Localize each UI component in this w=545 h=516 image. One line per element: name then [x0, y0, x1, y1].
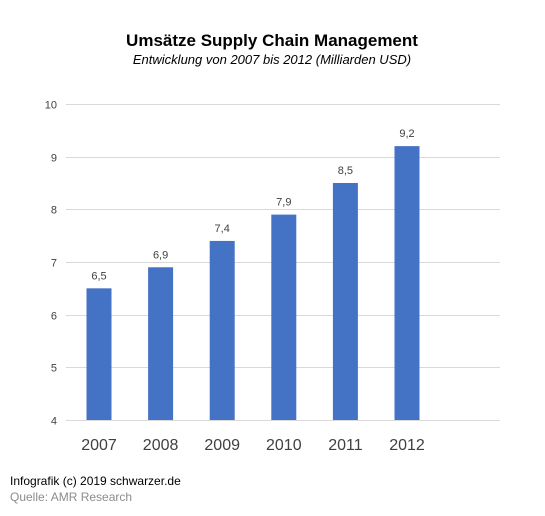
y-tick-label: 10 [45, 100, 57, 112]
y-tick-label: 7 [51, 258, 57, 270]
x-tick-label: 2011 [328, 437, 363, 454]
x-tick-label: 2008 [143, 437, 179, 454]
data-label: 7,9 [276, 197, 291, 209]
data-label: 7,4 [215, 223, 230, 235]
data-label: 6,9 [153, 249, 168, 261]
data-label: 8,5 [338, 165, 353, 177]
y-tick-label: 5 [51, 363, 57, 375]
chart-subtitle: Entwicklung von 2007 bis 2012 (Milliarde… [133, 52, 411, 67]
footer-source: Quelle: AMR Research [10, 490, 133, 504]
data-label: 6,5 [91, 270, 106, 282]
x-tick-label: 2007 [81, 437, 117, 454]
data-label: 9,2 [399, 128, 414, 140]
y-tick-label: 6 [51, 311, 57, 323]
bar [148, 267, 174, 420]
y-tick-label: 8 [51, 205, 57, 217]
bar [394, 146, 420, 420]
chart-title: Umsätze Supply Chain Management [126, 31, 418, 50]
x-axis-tick-labels: 2007 2008 2009 2010 2011 2012 [81, 437, 425, 454]
x-tick-label: 2010 [266, 437, 302, 454]
bars [86, 146, 420, 420]
x-tick-label: 2009 [204, 437, 240, 454]
data-labels: 6,5 6,9 7,4 7,9 8,5 9,2 [91, 128, 414, 282]
y-tick-label: 9 [51, 153, 57, 165]
bar [209, 240, 235, 420]
y-tick-label: 4 [51, 416, 57, 428]
bar [271, 214, 297, 420]
bar [86, 288, 112, 420]
bar [332, 183, 358, 420]
footer-credit: Infografik (c) 2019 schwarzer.de [10, 474, 181, 488]
x-tick-label: 2012 [389, 437, 425, 454]
y-axis-tick-labels: 4 5 6 7 8 9 10 [45, 100, 57, 428]
